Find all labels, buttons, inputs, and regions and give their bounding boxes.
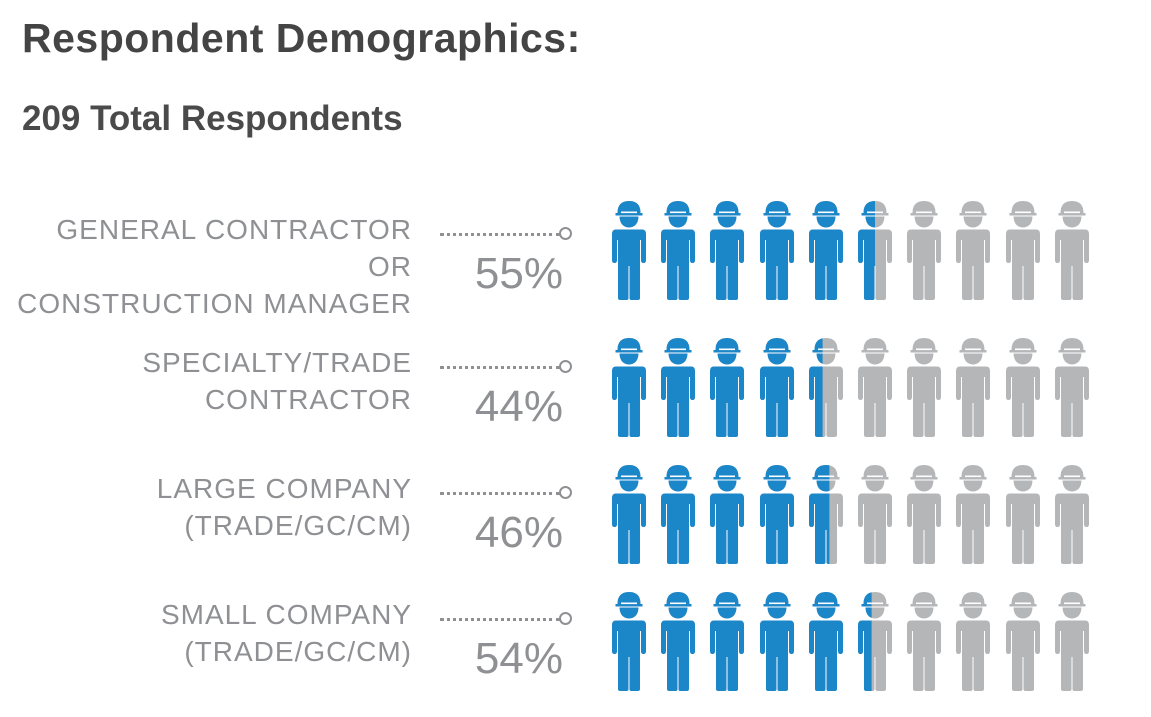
leader-line	[440, 492, 560, 495]
row-label-line: LARGE COMPANY	[156, 473, 412, 504]
construction-worker-icon	[1054, 465, 1089, 564]
icon-row	[612, 200, 1102, 300]
leader-endpoint	[559, 612, 572, 625]
construction-worker-icon	[956, 338, 991, 437]
row-label-line: SPECIALTY/TRADE	[142, 347, 412, 378]
construction-worker-icon	[858, 338, 892, 437]
icon-row	[612, 464, 1102, 564]
icon-row	[612, 591, 1102, 691]
construction-worker-icon	[858, 201, 892, 300]
construction-worker-icon	[1005, 338, 1040, 437]
construction-worker-icon	[907, 338, 942, 437]
row-label: SMALL COMPANY (TRADE/GC/CM)	[12, 596, 412, 670]
leader-line	[440, 233, 560, 236]
chart-row: SMALL COMPANY (TRADE/GC/CM) 54%	[0, 588, 1151, 698]
construction-worker-icon	[612, 201, 646, 300]
row-label-line: CONSTRUCTION MANAGER	[17, 288, 412, 319]
total-respondents: 209 Total Respondents	[22, 99, 403, 138]
construction-worker-icon	[612, 592, 646, 691]
leader-endpoint	[559, 227, 572, 240]
construction-worker-icon	[808, 592, 843, 691]
row-label: GENERAL CONTRACTOR OR CONSTRUCTION MANAGE…	[12, 211, 412, 322]
percent-label: 44%	[474, 382, 563, 431]
leader-endpoint	[559, 360, 572, 373]
construction-worker-icon	[710, 465, 745, 564]
percent-label: 46%	[474, 508, 563, 557]
construction-worker-icon	[907, 201, 942, 300]
construction-worker-icon	[612, 338, 646, 437]
row-label: SPECIALTY/TRADE CONTRACTOR	[12, 344, 412, 418]
construction-worker-icon	[710, 338, 745, 437]
row-label-line: SMALL COMPANY	[160, 599, 412, 630]
leader-line	[440, 366, 560, 369]
construction-worker-icon	[907, 465, 942, 564]
construction-worker-icon	[710, 201, 745, 300]
percent-label: 55%	[474, 249, 563, 298]
row-label-line: GENERAL CONTRACTOR OR	[56, 214, 412, 282]
construction-worker-icon	[1005, 465, 1040, 564]
construction-worker-icon	[759, 201, 794, 300]
construction-worker-icon	[956, 201, 991, 300]
construction-worker-icon	[956, 465, 991, 564]
row-label-line: (TRADE/GC/CM)	[184, 510, 412, 541]
construction-worker-icon	[1005, 592, 1040, 691]
construction-worker-icon	[1054, 592, 1089, 691]
construction-worker-icon	[612, 465, 646, 564]
construction-worker-icon	[808, 201, 843, 300]
construction-worker-icon	[661, 465, 696, 564]
construction-worker-icon	[808, 465, 843, 564]
construction-worker-icon	[759, 338, 794, 437]
row-label-line: CONTRACTOR	[204, 384, 412, 415]
construction-worker-icon	[907, 592, 942, 691]
row-label-line: (TRADE/GC/CM)	[184, 636, 412, 667]
chart-row: SPECIALTY/TRADE CONTRACTOR 44%	[0, 336, 1151, 446]
construction-worker-icon	[858, 592, 892, 691]
chart-row: LARGE COMPANY (TRADE/GC/CM) 46%	[0, 462, 1151, 572]
construction-worker-icon	[661, 338, 696, 437]
construction-worker-icon	[1054, 201, 1089, 300]
page-title: Respondent Demographics:	[22, 15, 581, 61]
construction-worker-icon	[1054, 338, 1089, 437]
chart-row: GENERAL CONTRACTOR OR CONSTRUCTION MANAGE…	[0, 203, 1151, 319]
construction-worker-icon	[858, 465, 892, 564]
construction-worker-icon	[808, 338, 843, 437]
construction-worker-icon	[759, 465, 794, 564]
leader-endpoint	[559, 486, 572, 499]
construction-worker-icon	[710, 592, 745, 691]
construction-worker-icon	[759, 592, 794, 691]
construction-worker-icon	[1005, 201, 1040, 300]
construction-worker-icon	[661, 592, 696, 691]
construction-worker-icon	[661, 201, 696, 300]
row-label: LARGE COMPANY (TRADE/GC/CM)	[12, 470, 412, 544]
icon-row	[612, 337, 1102, 437]
leader-line	[440, 618, 560, 621]
construction-worker-icon	[956, 592, 991, 691]
percent-label: 54%	[474, 634, 563, 683]
